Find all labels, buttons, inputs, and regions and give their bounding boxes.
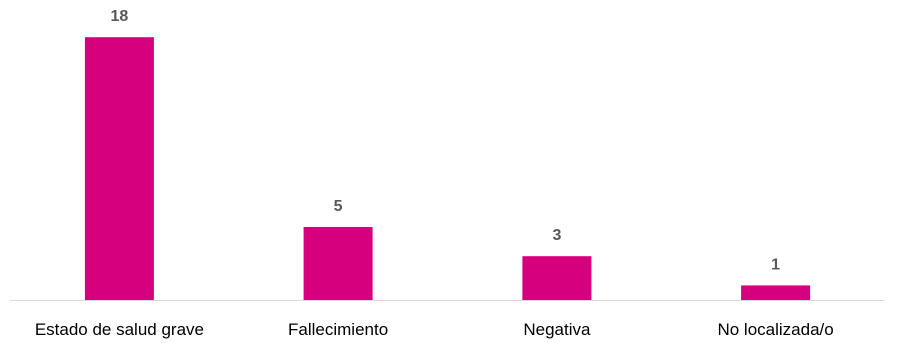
bar-4 [741,285,811,300]
data-label-4: 1 [771,256,780,273]
x-tick-label-2: Fallecimiento [288,320,388,339]
data-label-1: 18 [111,8,129,25]
x-tick-label-4: No localizada/o [717,320,833,339]
x-tick-label-3: Negativa [523,320,591,339]
bar-1 [84,37,154,300]
data-labels-layer: 18 5 3 1 [111,8,781,273]
bars-layer [84,37,811,300]
bar-3 [522,256,592,300]
data-label-3: 3 [552,227,561,244]
data-label-2: 5 [334,198,343,215]
x-tick-label-1: Estado de salud grave [35,320,204,339]
bar-2 [303,227,373,300]
x-tick-labels-layer: Estado de salud grave Fallecimiento Negati… [35,320,834,339]
